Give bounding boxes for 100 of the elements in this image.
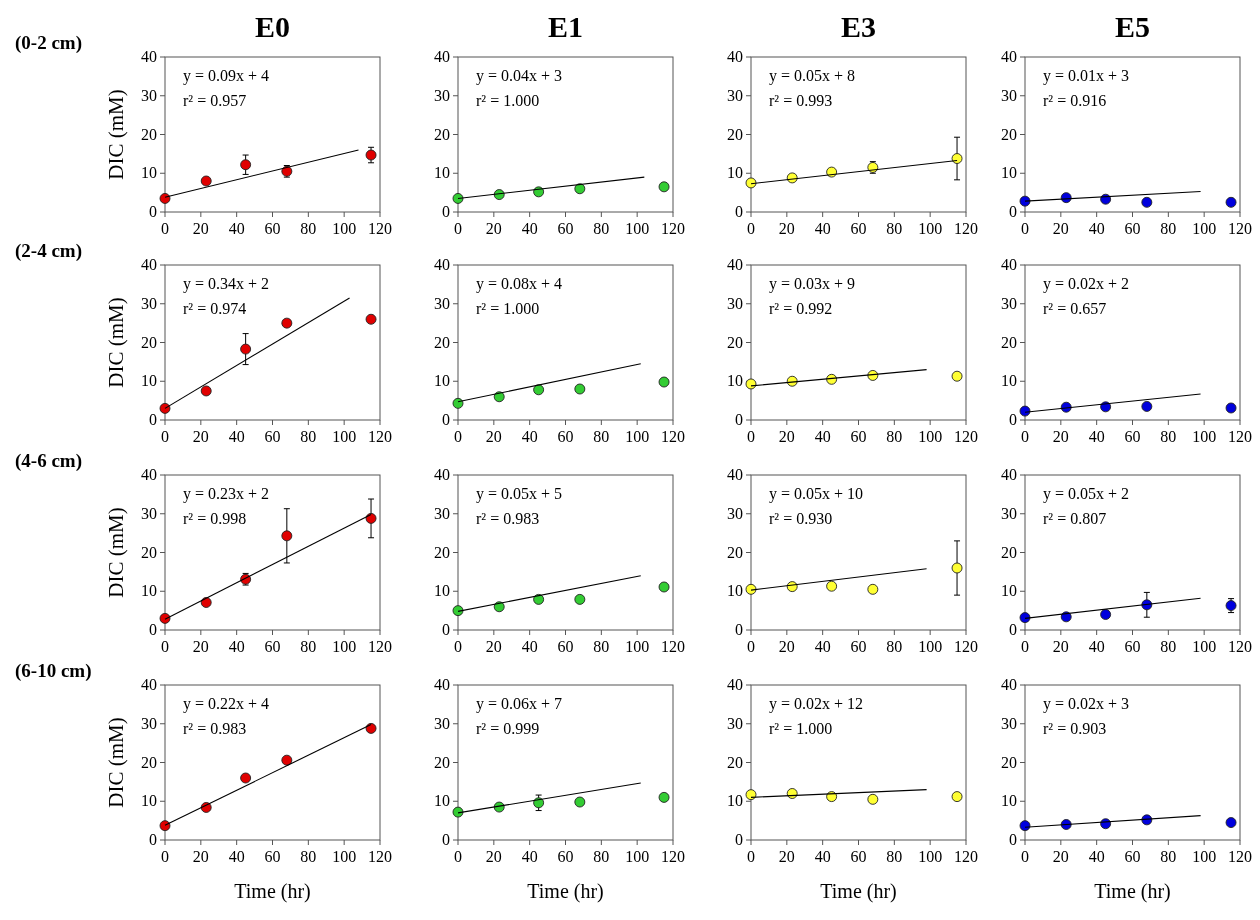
y-tick-label: 40 <box>434 48 450 65</box>
x-tick-label: 40 <box>521 220 538 237</box>
y-tick-label: 20 <box>434 753 450 771</box>
x-tick-label: 100 <box>1192 428 1217 445</box>
y-tick-label: 20 <box>727 753 743 771</box>
y-tick-label: 30 <box>1001 86 1017 104</box>
x-tick-label: 80 <box>1160 638 1177 655</box>
y-tick-label: 20 <box>434 543 450 561</box>
x-tick-label: 60 <box>850 848 867 865</box>
x-tick-label: 40 <box>1088 220 1105 237</box>
annotation: r² = 1.000 <box>476 300 540 317</box>
x-tick-label: 80 <box>886 638 903 655</box>
x-tick-label: 40 <box>228 428 245 445</box>
point <box>951 562 963 574</box>
x-tick-label: 20 <box>192 220 209 237</box>
x-tick-label: 100 <box>625 848 650 865</box>
x-tick-label: 40 <box>814 428 831 445</box>
x-tick-label: 0 <box>747 638 755 655</box>
point <box>200 385 212 397</box>
chart-title: E3 <box>840 10 877 43</box>
x-tick-label: 80 <box>300 848 317 865</box>
annotation: y = 0.08x + 4 <box>476 275 563 293</box>
x-tick-label: 100 <box>918 220 943 237</box>
y-tick-label: 30 <box>434 294 450 312</box>
annotation: r² = 0.983 <box>183 720 247 737</box>
x-tick-label: 120 <box>661 428 685 445</box>
y-tick-label: 40 <box>434 676 450 693</box>
annotation: y = 0.06x + 7 <box>476 695 563 713</box>
x-tick-label: 120 <box>661 638 685 655</box>
y-tick-label: 20 <box>727 543 743 561</box>
annotation: y = 0.05x + 10 <box>769 485 864 503</box>
x-tick-label: 60 <box>850 428 867 445</box>
y-tick-label: 30 <box>434 86 450 104</box>
x-tick-label: 80 <box>886 848 903 865</box>
x-tick-label: 0 <box>1021 638 1029 655</box>
x-tick-label: 100 <box>625 220 650 237</box>
x-tick-label: 60 <box>850 220 867 237</box>
point <box>658 581 670 593</box>
point <box>867 583 879 595</box>
y-tick-label: 0 <box>1009 411 1017 428</box>
x-tick-label: 0 <box>747 848 755 865</box>
y-tick-label: 10 <box>727 372 743 390</box>
point <box>452 605 464 617</box>
y-tick-label: 30 <box>1001 714 1017 732</box>
x-tick-label: 0 <box>454 428 462 445</box>
y-tick-label: 10 <box>141 372 157 390</box>
y-tick-label: 40 <box>727 466 743 483</box>
y-tick-label: 10 <box>434 164 450 182</box>
x-tick-label: 120 <box>1228 220 1252 237</box>
y-axis-title: DIC (mM) <box>104 717 128 808</box>
y-tick-label: 0 <box>442 203 450 220</box>
y-tick-label: 20 <box>141 333 157 351</box>
annotation: r² = 0.998 <box>183 510 247 527</box>
x-tick-label: 80 <box>1160 220 1177 237</box>
x-tick-label: 80 <box>300 428 317 445</box>
point <box>658 791 670 803</box>
x-tick-label: 0 <box>1021 428 1029 445</box>
y-tick-label: 40 <box>727 256 743 273</box>
x-tick-label: 20 <box>1052 428 1069 445</box>
y-tick-label: 30 <box>727 504 743 522</box>
annotation: y = 0.02x + 3 <box>1043 695 1130 713</box>
x-tick-label: 40 <box>814 220 831 237</box>
point <box>1100 609 1112 620</box>
x-tick-label: 120 <box>368 848 392 865</box>
point <box>533 384 545 396</box>
point <box>281 317 293 329</box>
y-tick-label: 0 <box>149 411 157 428</box>
x-tick-label: 100 <box>332 848 357 865</box>
annotation: r² = 0.974 <box>183 300 247 317</box>
x-tick-label: 20 <box>1052 848 1069 865</box>
annotation: r² = 0.807 <box>1043 510 1107 527</box>
y-tick-label: 40 <box>141 48 157 65</box>
y-tick-label: 40 <box>727 676 743 693</box>
point <box>574 383 586 395</box>
x-tick-label: 120 <box>661 220 685 237</box>
x-tick-label: 40 <box>521 638 538 655</box>
y-tick-label: 0 <box>149 621 157 638</box>
x-tick-label: 120 <box>661 848 685 865</box>
y-tick-label: 20 <box>1001 125 1017 143</box>
y-axis-title: DIC (mM) <box>104 507 128 598</box>
annotation: r² = 0.999 <box>476 720 540 737</box>
y-tick-label: 40 <box>141 676 157 693</box>
x-tick-label: 60 <box>557 848 574 865</box>
annotation: r² = 1.000 <box>769 720 833 737</box>
x-tick-label: 20 <box>778 428 795 445</box>
y-tick-label: 10 <box>434 372 450 390</box>
point <box>574 593 586 605</box>
x-tick-label: 20 <box>485 428 502 445</box>
y-tick-label: 30 <box>141 294 157 312</box>
chart-title: E1 <box>547 10 584 43</box>
y-tick-label: 30 <box>1001 294 1017 312</box>
y-tick-label: 10 <box>1001 792 1017 810</box>
y-tick-label: 10 <box>1001 372 1017 390</box>
x-tick-label: 120 <box>954 428 978 445</box>
point <box>452 397 464 409</box>
point <box>745 177 757 189</box>
annotation: y = 0.23x + 2 <box>183 485 270 503</box>
y-tick-label: 10 <box>434 792 450 810</box>
chart-subtitle: (6-10 cm) <box>15 660 92 682</box>
point <box>745 378 757 390</box>
